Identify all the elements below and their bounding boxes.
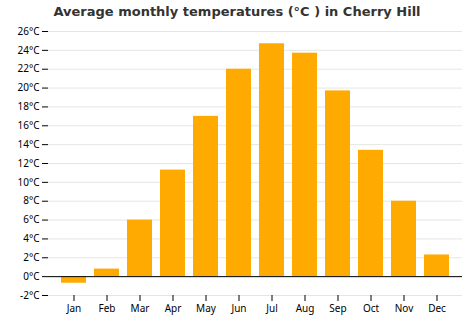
svg-text:Jul: Jul bbox=[265, 301, 278, 315]
svg-text:Aug: Aug bbox=[296, 301, 315, 315]
svg-text:-2°C: -2°C bbox=[20, 288, 40, 302]
svg-text:Nov: Nov bbox=[395, 301, 414, 315]
svg-text:6°C: 6°C bbox=[23, 212, 40, 226]
svg-text:May: May bbox=[196, 301, 217, 315]
svg-text:14°C: 14°C bbox=[17, 137, 40, 151]
svg-text:Apr: Apr bbox=[165, 301, 182, 315]
svg-text:Mar: Mar bbox=[131, 301, 150, 315]
svg-text:Sep: Sep bbox=[329, 301, 346, 315]
svg-text:22°C: 22°C bbox=[17, 61, 40, 75]
svg-text:4°C: 4°C bbox=[23, 231, 40, 245]
svg-text:16°C: 16°C bbox=[17, 118, 40, 132]
svg-text:Feb: Feb bbox=[99, 301, 116, 315]
html-text:Average monthly temperatures (: Average monthly temperatures (°C ) in Ch… bbox=[53, 4, 421, 19]
svg-text:26°C: 26°C bbox=[17, 24, 40, 38]
svg-text:18°C: 18°C bbox=[17, 99, 40, 113]
svg-text:10°C: 10°C bbox=[17, 175, 40, 189]
svg-text:12°C: 12°C bbox=[17, 156, 40, 170]
svg-text:8°C: 8°C bbox=[23, 193, 40, 207]
svg-text:Jun: Jun bbox=[230, 301, 246, 315]
svg-text:Jan: Jan bbox=[66, 301, 82, 315]
svg-text:24°C: 24°C bbox=[17, 43, 40, 57]
svg-text:Oct: Oct bbox=[363, 301, 380, 315]
svg-text:20°C: 20°C bbox=[17, 80, 40, 94]
svg-text:2°C: 2°C bbox=[23, 250, 40, 264]
svg-text:0°C: 0°C bbox=[23, 269, 40, 283]
svg-text:Dec: Dec bbox=[428, 301, 446, 315]
